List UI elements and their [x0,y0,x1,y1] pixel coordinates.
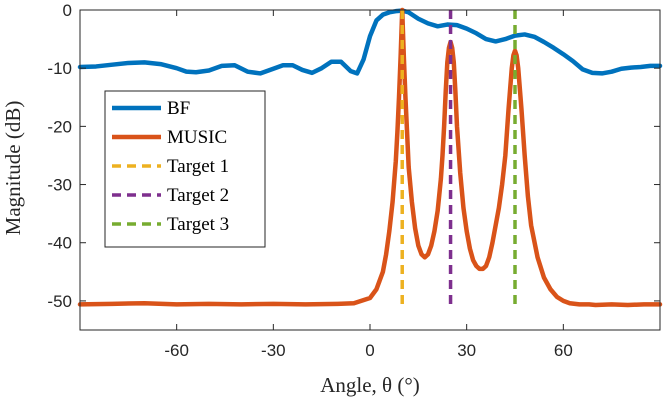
legend: BF MUSIC Target 1 Target 2 Target 3 [104,90,266,248]
y-tick-label: -30 [47,176,72,195]
series-layer [77,7,663,308]
x-tick-label: 30 [457,341,476,360]
y-axis-title: Magnitude (dB) [1,101,25,236]
y-tick-label: -20 [47,117,72,136]
legend-label-3: Target 1 [167,156,229,177]
legend-label-1: BF [167,98,190,119]
series-line-music [77,7,663,308]
x-tick-label: -60 [164,341,189,360]
legend-box [104,90,266,248]
x-tick-label: 60 [554,341,573,360]
y-tick-label: -10 [47,59,72,78]
ticks-layer: -60 -30 0 30 60 0 -10 -20 -30 -40 -50 [47,1,660,360]
y-tick-label: -40 [47,234,72,253]
series-line-bf [77,8,663,76]
legend-label-5: Target 3 [167,214,229,235]
y-tick-label: -50 [47,292,72,311]
legend-label-4: Target 2 [167,185,229,206]
y-tick-label: 0 [63,1,72,20]
x-axis-title: Angle, θ (°) [320,373,420,397]
legend-label-2: MUSIC [167,127,227,148]
x-tick-label: -30 [261,341,286,360]
x-tick-label: 0 [365,341,374,360]
target-layer [400,10,517,305]
